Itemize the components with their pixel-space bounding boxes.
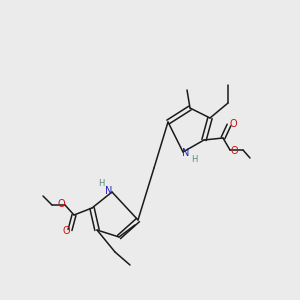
Text: O: O xyxy=(62,226,70,236)
Text: N: N xyxy=(182,148,190,158)
Text: H: H xyxy=(98,179,104,188)
Text: H: H xyxy=(191,155,197,164)
Text: O: O xyxy=(57,199,65,209)
Text: O: O xyxy=(230,146,238,156)
Text: O: O xyxy=(229,119,237,129)
Text: N: N xyxy=(105,186,113,196)
